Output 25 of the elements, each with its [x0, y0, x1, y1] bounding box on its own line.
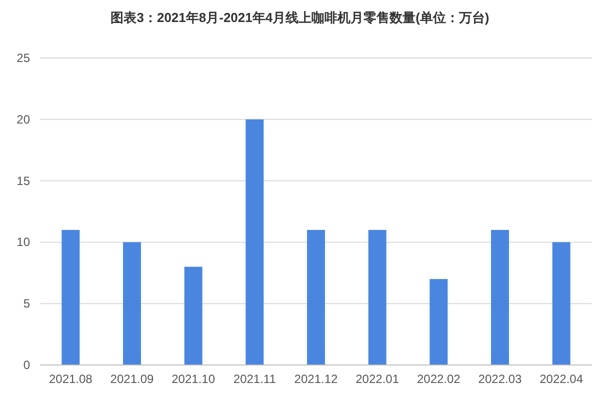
x-tick-label: 2021.10	[172, 372, 216, 386]
x-tick-label: 2022.03	[478, 372, 522, 386]
x-tick-label: 2022.01	[356, 372, 400, 386]
x-tick-label: 2021.11	[233, 372, 276, 386]
chart-title: 图表3：2021年8月-2021年4月线上咖啡机月零售数量(单位：万台)	[110, 10, 490, 25]
y-tick-label: 0	[23, 358, 30, 372]
bar	[123, 242, 141, 365]
bar	[307, 230, 325, 365]
y-tick-label: 15	[16, 174, 30, 188]
x-tick-label: 2021.08	[48, 372, 93, 386]
x-tick-label: 2021.12	[294, 372, 338, 386]
y-tick-label: 5	[23, 296, 30, 311]
bar	[62, 230, 80, 365]
bar	[246, 119, 264, 365]
bar	[184, 266, 202, 365]
x-tick-label: 2022.02	[416, 372, 461, 386]
y-tick-label: 10	[16, 235, 30, 250]
bar	[368, 230, 386, 365]
bar	[430, 279, 448, 365]
x-tick-label: 2022.04	[540, 372, 584, 386]
x-tick-label: 2021.09	[110, 372, 154, 386]
y-tick-label: 25	[16, 51, 30, 65]
y-tick-label: 20	[16, 112, 30, 126]
bar	[552, 242, 570, 365]
bar	[491, 230, 509, 365]
